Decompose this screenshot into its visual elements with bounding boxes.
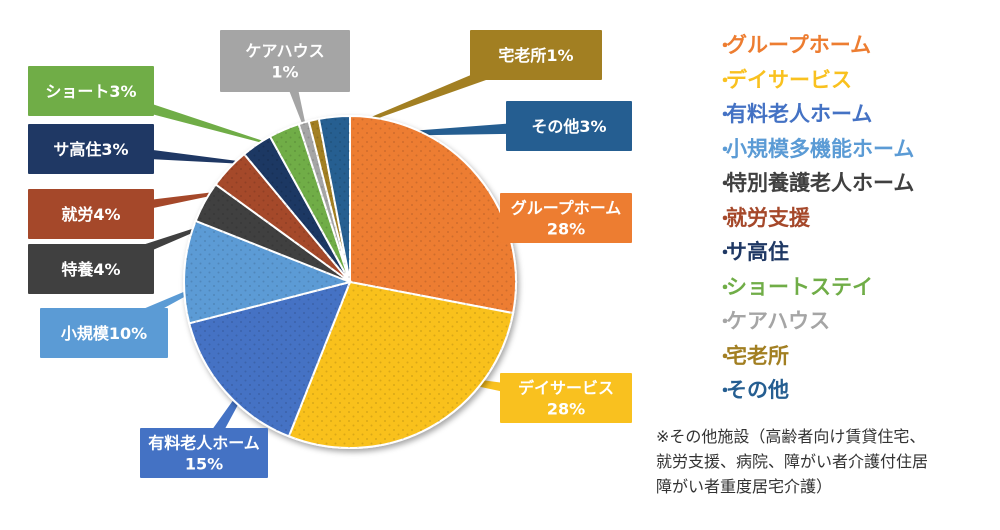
- data-label-slice-11: その他3%: [531, 117, 606, 136]
- pie-slice-7-texture: [244, 136, 350, 282]
- pie-slice-11-texture: [318, 116, 350, 282]
- data-label-slice-3: 有料老人ホーム: [148, 434, 260, 453]
- legend-label: 宅老所: [726, 343, 789, 368]
- data-label-slice-4: 小規模10%: [61, 324, 147, 343]
- callout-box-slice-2: [500, 373, 632, 423]
- legend-bullet-icon: ・: [716, 70, 734, 92]
- pie-slice-3-texture: [189, 282, 350, 437]
- legend-label: デイサービス: [726, 67, 852, 92]
- data-label-slice-8: ショート3%: [45, 82, 136, 101]
- data-label-slice-9: ケアハウス: [245, 42, 324, 61]
- legend-bullet-icon: ・: [716, 139, 734, 161]
- callout-box-slice-5: [28, 244, 154, 294]
- footnote: ※その他施設（高齢者向け賃貸住宅、 就労支援、病院、障がい者介護付住居 障がい者…: [656, 424, 986, 499]
- legend-item: ・宅老所: [716, 339, 914, 374]
- callout-box-slice-8: [28, 66, 154, 116]
- legend-label: 特別養護老人ホーム: [726, 171, 915, 195]
- data-label-slice-3: 15%: [185, 455, 223, 474]
- footnote-line: ※その他施設（高齢者向け賃貸住宅、: [656, 427, 926, 446]
- data-label-slice-7: サ高住3%: [53, 140, 128, 159]
- legend-label: グループホーム: [726, 33, 872, 57]
- callout-box-slice-6: [28, 189, 154, 239]
- legend-label: ショートステイ: [726, 274, 873, 299]
- legend-label: その他: [726, 378, 789, 402]
- pie-slice-4-texture: [184, 220, 350, 324]
- callout-box-slice-3: [140, 428, 268, 478]
- footnote-line: 障がい者重度居宅介護）: [656, 477, 833, 496]
- legend-item: ・特別養護老人ホーム: [716, 166, 914, 201]
- pie-slice-8-texture: [270, 124, 350, 282]
- legend-item: ・その他: [716, 373, 914, 408]
- pie-chart: グループホーム 28% デイサービス 28% 有料老人ホーム 15% 小規模10% 特養4% 就…: [28, 30, 632, 478]
- legend-bullet-icon: ・: [716, 312, 734, 333]
- pie-slice-9-texture: [298, 121, 350, 282]
- pie-slice-1-texture: [350, 116, 516, 314]
- legend-item: ・就労支援: [716, 201, 914, 236]
- legend-bullet-icon: ・: [716, 174, 734, 195]
- legend-label: 就労支援: [726, 205, 810, 230]
- legend-label: 小規模多機能ホーム: [726, 136, 915, 161]
- legend: ・グループホーム ・デイサービス ・有料老人ホーム ・小規模多機能ホーム ・特別養護老人…: [716, 28, 914, 408]
- data-label-slice-1: 28%: [547, 220, 585, 239]
- callout-box-slice-4: [40, 308, 168, 358]
- legend-bullet-icon: ・: [716, 105, 734, 126]
- callout-box-slice-9: [220, 30, 350, 92]
- data-label-slice-1: グループホーム: [511, 199, 622, 218]
- legend-item: ・グループホーム: [716, 28, 914, 63]
- legend-label: サ高住: [726, 240, 789, 264]
- data-label-slice-10: 宅老所1%: [498, 46, 573, 65]
- legend-item: ・デイサービス: [716, 63, 914, 98]
- data-label-slice-9: 1%: [271, 63, 298, 82]
- legend-item: ・小規模多機能ホーム: [716, 132, 914, 167]
- legend-item: ・サ高住: [716, 235, 914, 270]
- legend-bullet-icon: ・: [716, 36, 734, 57]
- legend-item: ・ショートステイ: [716, 270, 914, 305]
- legend-item: ・ケアハウス: [716, 304, 914, 339]
- legend-label: ケアハウス: [726, 309, 831, 333]
- data-label-slice-5: 特養4%: [61, 260, 120, 279]
- pie-slice-2-texture: [288, 282, 514, 448]
- legend-bullet-icon: ・: [716, 208, 734, 230]
- footnote-line: 就労支援、病院、障がい者介護付住居: [656, 452, 929, 471]
- callout-box-slice-7: [28, 124, 154, 174]
- pie-slice-10-texture: [308, 118, 350, 283]
- data-label-slice-2: デイサービス: [518, 379, 614, 398]
- legend-label: 有料老人ホーム: [726, 102, 873, 126]
- pie-slice-5-texture: [195, 184, 350, 282]
- callout-box-slice-11: [506, 101, 632, 151]
- pie-slice-6-texture: [215, 154, 350, 282]
- legend-bullet-icon: ・: [716, 346, 734, 368]
- callout-box-slice-1: [500, 193, 632, 243]
- legend-bullet-icon: ・: [716, 277, 734, 299]
- data-label-slice-6: 就労4%: [61, 205, 120, 224]
- callout-box-slice-10: [470, 30, 602, 80]
- legend-bullet-icon: ・: [716, 243, 734, 264]
- data-label-slice-2: 28%: [547, 400, 585, 419]
- legend-bullet-icon: ・: [716, 381, 734, 402]
- legend-item: ・有料老人ホーム: [716, 97, 914, 132]
